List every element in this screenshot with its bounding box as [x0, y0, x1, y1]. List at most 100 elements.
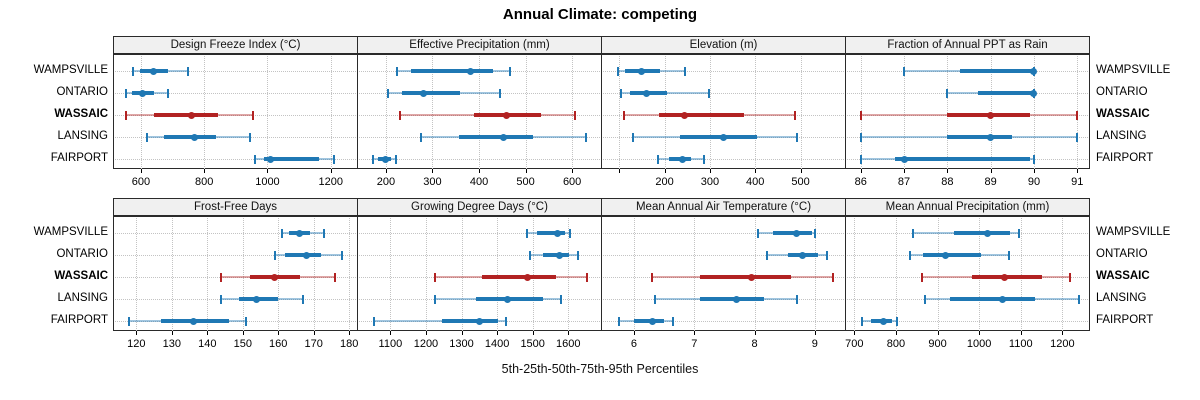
- x-axis-tick-label: 86: [854, 176, 867, 188]
- x-gridline: [568, 218, 570, 331]
- median-dot: [139, 89, 147, 97]
- x-axis-tick-label: 200: [376, 176, 396, 188]
- panel-body: [601, 54, 846, 169]
- percentile-cap: [1008, 251, 1011, 260]
- row-label-left: LANSING: [57, 130, 109, 142]
- median-dot: [879, 317, 887, 325]
- x-axis-tick: [1033, 169, 1035, 173]
- percentile-cap: [795, 133, 798, 142]
- median-dot: [555, 251, 563, 259]
- percentile-cap: [707, 89, 710, 98]
- x-axis-tick-label: 8: [751, 338, 758, 350]
- panel-body: [845, 54, 1090, 169]
- x-axis-tick: [171, 331, 173, 335]
- percentile-cap: [371, 155, 374, 164]
- x-axis-tick: [709, 169, 711, 173]
- percentile-cap: [323, 229, 326, 238]
- percentile-cap: [1076, 133, 1079, 142]
- percentile-cap: [187, 67, 190, 76]
- row-label-right: WASSAIC: [1096, 108, 1150, 120]
- x-axis-tick: [800, 169, 802, 173]
- x-gridline: [937, 218, 939, 331]
- iqr-25-75-bar: [482, 275, 557, 279]
- percentile-cap: [560, 295, 563, 304]
- percentile-cap: [585, 273, 588, 282]
- x-axis-tick-label: 180: [340, 338, 359, 350]
- x-axis-tick: [525, 169, 527, 173]
- x-axis-tick-label: 600: [131, 176, 151, 188]
- iqr-25-75-bar: [458, 135, 534, 139]
- row-label-right: WAMPSVILLE: [1096, 64, 1171, 76]
- row-guideline: [847, 93, 1088, 94]
- percentile-cap: [656, 155, 659, 164]
- percentile-cap: [131, 67, 134, 76]
- row-label-right: LANSING: [1096, 292, 1147, 304]
- row-guideline: [847, 277, 1088, 278]
- x-gridline: [895, 218, 897, 331]
- row-label-right: LANSING: [1096, 130, 1147, 142]
- percentile-cap: [420, 133, 423, 142]
- percentile-cap: [146, 133, 149, 142]
- x-gridline: [479, 56, 481, 169]
- percentile-cap: [373, 317, 376, 326]
- x-axis-tick-label: 1600: [556, 338, 581, 350]
- x-gridline: [390, 218, 392, 331]
- median-dot: [523, 273, 531, 281]
- percentile-cap: [911, 229, 914, 238]
- row-label-left: WAMPSVILLE: [33, 64, 108, 76]
- x-axis-tick: [619, 169, 621, 173]
- percentile-cap: [167, 89, 170, 98]
- x-axis-tick-label: 200: [655, 176, 674, 188]
- percentile-cap: [576, 251, 579, 260]
- row-guideline: [115, 159, 356, 160]
- x-gridline: [904, 56, 906, 169]
- percentile-cap: [499, 89, 502, 98]
- percentile-cap: [622, 111, 625, 120]
- row-guideline: [115, 71, 356, 72]
- x-axis-tick-label: 400: [746, 176, 765, 188]
- median-dot: [554, 229, 562, 237]
- x-axis-tick: [140, 169, 142, 173]
- row-label-right: WAMPSVILLE: [1096, 226, 1171, 238]
- x-axis-tick-label: 1100: [378, 338, 403, 350]
- percentile-cap: [253, 155, 256, 164]
- percentile-cap: [946, 89, 949, 98]
- median-dot: [150, 67, 158, 75]
- x-axis-tick-label: 1400: [484, 338, 510, 350]
- x-axis-tick: [136, 331, 138, 335]
- percentile-cap: [585, 133, 588, 142]
- x-gridline: [313, 218, 315, 331]
- row-guideline: [115, 233, 356, 234]
- percentile-cap: [703, 155, 706, 164]
- iqr-25-75-bar: [164, 135, 216, 139]
- median-dot: [499, 133, 507, 141]
- x-axis-tick: [330, 169, 332, 173]
- percentile-cap: [756, 229, 759, 238]
- row-label-left: ONTARIO: [56, 248, 108, 260]
- x-axis-tick: [937, 331, 939, 335]
- x-axis-tick-label: 160: [269, 338, 288, 350]
- iqr-25-75-bar: [954, 231, 1011, 235]
- percentile-axis-caption: 5th-25th-50th-75th-95th Percentiles: [501, 362, 699, 376]
- x-gridline: [814, 218, 816, 331]
- median-dot: [642, 89, 650, 97]
- row-guideline: [115, 277, 356, 278]
- x-axis-tick-label: 130: [162, 338, 181, 350]
- percentile-cap: [1078, 295, 1080, 304]
- x-axis-tick-label: 88: [941, 176, 954, 188]
- x-axis-tick: [385, 169, 387, 173]
- panel-strip-title: Design Freeze Index (°C): [113, 36, 358, 54]
- row-label-left: ONTARIO: [56, 86, 108, 98]
- x-axis-tick-label: 1000: [255, 176, 280, 188]
- row-guideline: [115, 115, 356, 116]
- panel-strip-title: Effective Precipitation (mm): [357, 36, 602, 54]
- percentile-cap: [895, 317, 898, 326]
- percentile-cap: [508, 67, 511, 76]
- iqr-25-75-bar: [700, 297, 764, 301]
- panel-strip-title: Frost-Free Days: [113, 198, 358, 216]
- x-axis-tick: [860, 169, 862, 173]
- percentile-cap: [631, 133, 634, 142]
- x-gridline: [385, 56, 387, 169]
- x-gridline: [1020, 218, 1022, 331]
